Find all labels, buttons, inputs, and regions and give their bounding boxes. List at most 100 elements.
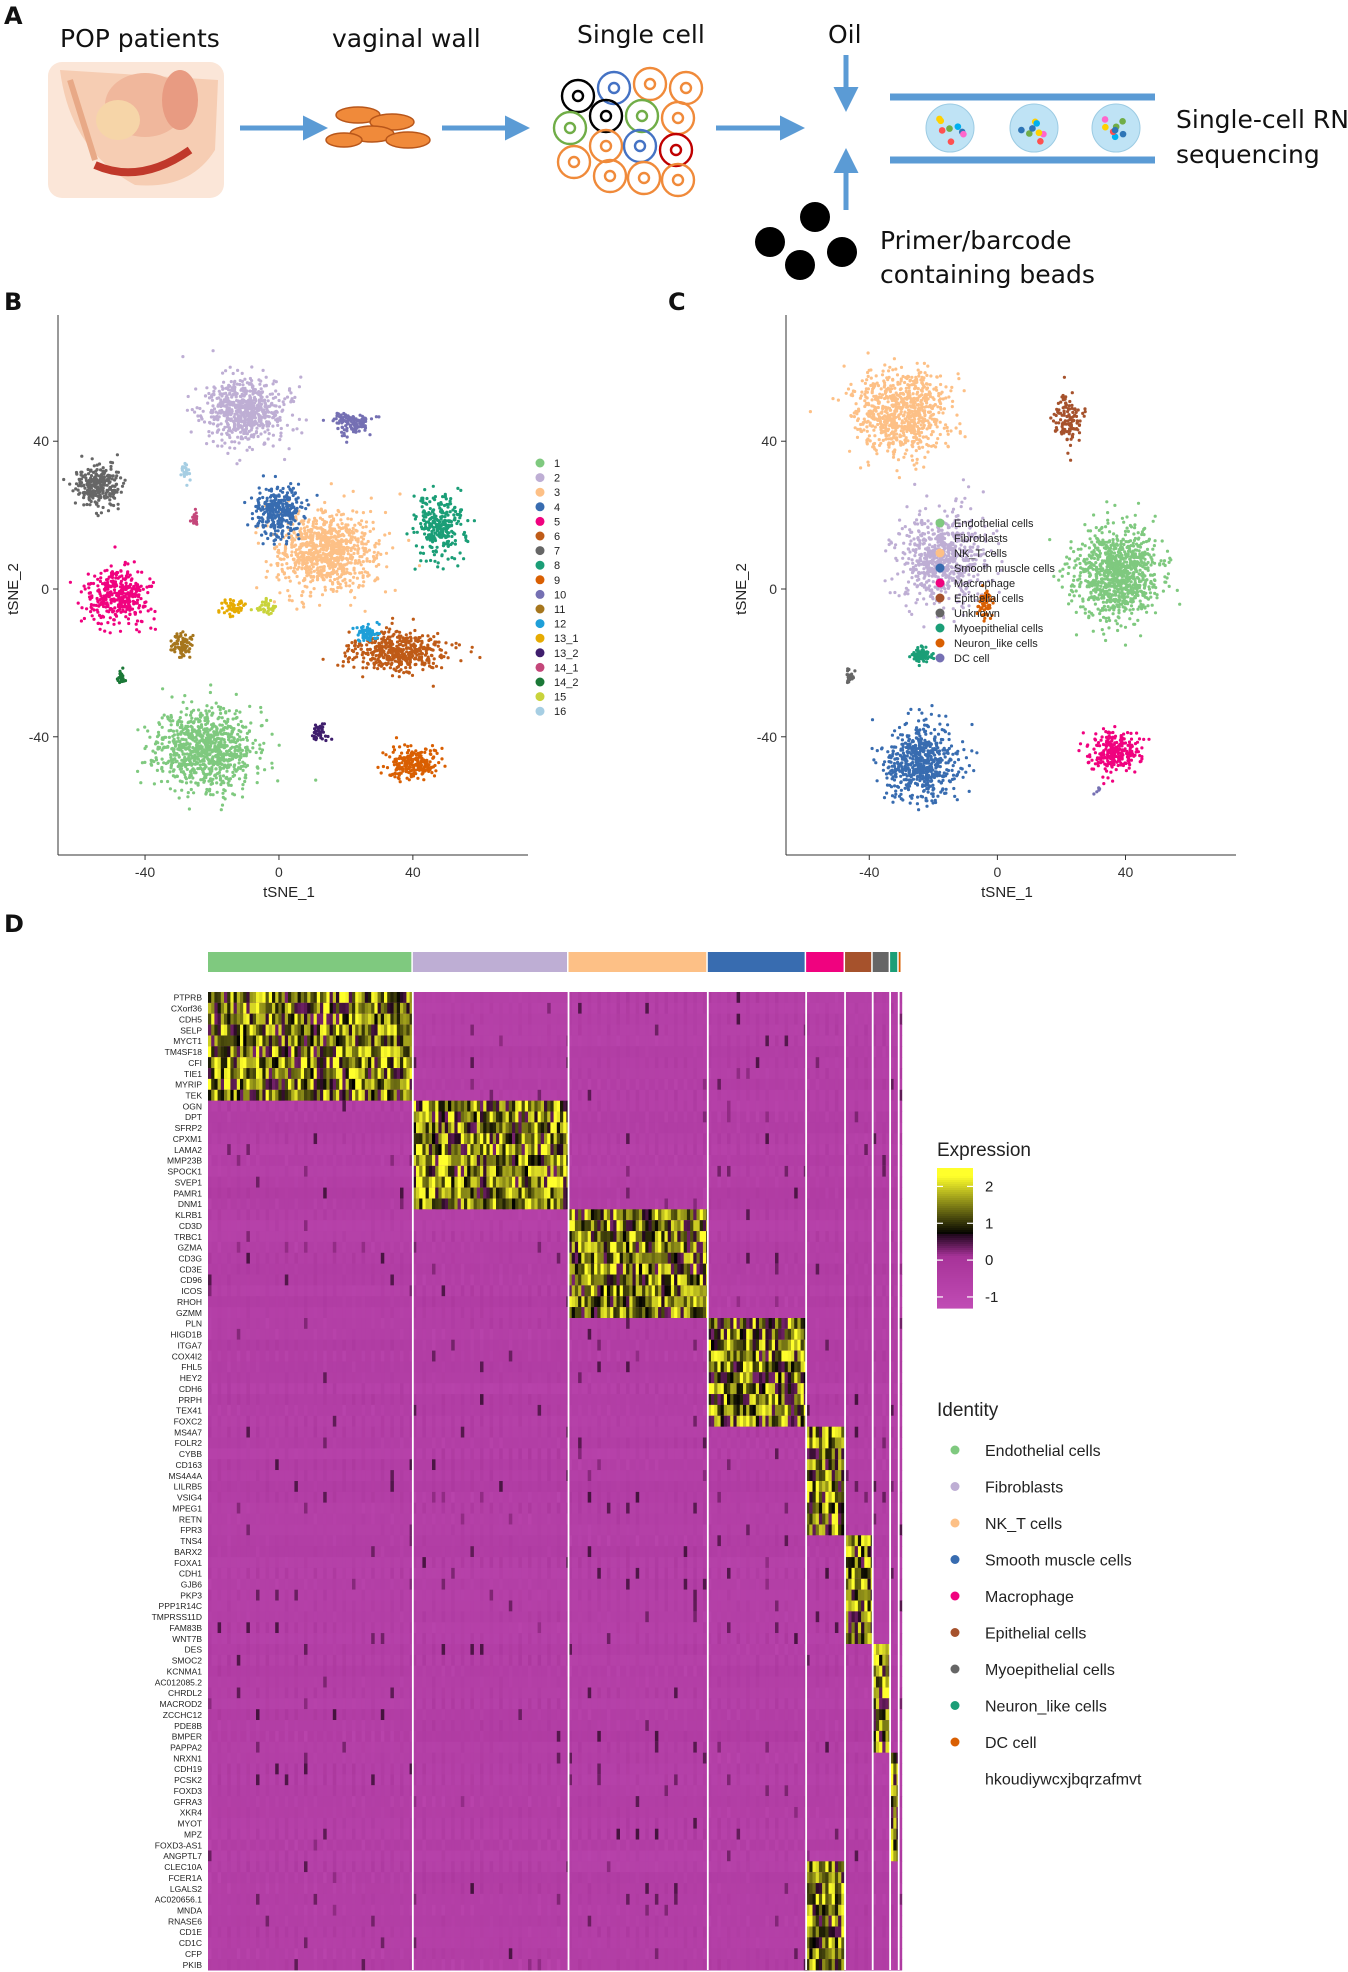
droplet-dot (960, 130, 967, 138)
gene-label: MMP23B (167, 1156, 202, 1166)
gene-label: ANGPTL7 (163, 1851, 202, 1861)
gene-label: MPZ (184, 1829, 202, 1839)
y-tick-label: -40 (757, 729, 777, 745)
gene-label: ICOS (181, 1286, 202, 1296)
x-axis-label: tSNE_1 (981, 884, 1033, 901)
cluster-1 (136, 683, 318, 812)
gene-label: GFRA3 (174, 1797, 203, 1807)
gene-label: VSIG4 (177, 1493, 202, 1503)
gene-label: DPT (185, 1112, 202, 1122)
gene-label: RHOH (177, 1297, 202, 1307)
cluster-dc-cell (1092, 786, 1102, 796)
gene-label: CFP (185, 1949, 202, 1959)
legend-label: Endothelial cells (954, 518, 1034, 530)
y-tick-label: 0 (769, 581, 777, 597)
droplet-dot (1119, 118, 1126, 125)
cluster-macrophage (1077, 725, 1151, 786)
legend-swatch (535, 589, 545, 599)
gene-label: LGALS2 (170, 1884, 202, 1894)
gene-label: CD1C (179, 1938, 202, 1948)
legend-swatch (935, 563, 945, 573)
gene-label: HIGD1B (170, 1330, 202, 1340)
gene-label: FPR3 (180, 1525, 202, 1535)
droplet-dot (938, 127, 946, 134)
cluster-2 (181, 349, 308, 466)
gene-label: KLRB1 (175, 1210, 202, 1220)
gene-label: CD3E (179, 1264, 202, 1274)
gene-label: FCER1A (168, 1873, 202, 1883)
gene-label: MPEG1 (172, 1503, 202, 1513)
droplet-dot (946, 125, 953, 132)
cluster-smooth-muscle-cells (870, 704, 979, 812)
gene-label: BARX2 (174, 1547, 202, 1557)
gene-label: LILRB5 (174, 1482, 203, 1492)
identity-bar-macrophage (806, 952, 844, 972)
panel-b-label: B (4, 288, 23, 316)
legend-swatch (935, 593, 945, 603)
droplet-dot (1029, 125, 1036, 132)
legend-label: Macrophage (954, 578, 1015, 590)
panel-c-label: C (668, 288, 686, 316)
droplet-dot (954, 123, 962, 130)
gene-label: CDH6 (179, 1384, 202, 1394)
gene-label: MYRIP (175, 1080, 202, 1090)
gene-label: FOXA1 (174, 1558, 202, 1568)
identity-legend-swatch (950, 1445, 960, 1455)
y-tick-label: 40 (761, 433, 777, 449)
legend-swatch (935, 653, 945, 663)
gene-label: CD3G (178, 1253, 202, 1263)
colorbar-tick-label: 1 (985, 1215, 993, 1232)
gene-label: HEY2 (180, 1373, 202, 1383)
colorbar (937, 1168, 973, 1309)
gene-label: FAM83B (169, 1623, 202, 1633)
legend-label: NK_T cells (954, 548, 1007, 560)
legend-label: 12 (554, 619, 566, 631)
gene-label: SELP (180, 1025, 202, 1035)
legend-swatch (535, 648, 545, 658)
legend-swatch (535, 692, 545, 702)
legend-swatch (935, 623, 945, 633)
legend-label: 5 (554, 516, 560, 528)
legend-swatch (935, 518, 945, 528)
gene-label: TM4SF18 (165, 1047, 203, 1057)
droplet-dot (1033, 120, 1041, 127)
gene-label: PAMR1 (173, 1188, 202, 1198)
y-tick-label: -40 (29, 729, 49, 745)
cluster-3 (254, 482, 422, 613)
identity-legend-label: DC cell (985, 1735, 1037, 1752)
identity-bar-epithelial-cells (845, 952, 872, 972)
droplet-dot (1101, 116, 1109, 123)
gene-label: TEX41 (176, 1406, 202, 1416)
y-tick-label: 40 (33, 433, 49, 449)
legend-label: Myoepithelial cells (954, 623, 1044, 635)
legend-swatch (535, 516, 545, 526)
gene-label: PRPH (178, 1395, 202, 1405)
step-beads-label-1: Primer/barcode (880, 226, 1072, 255)
gene-label: PPP1R14C (159, 1601, 202, 1611)
legend-label: 13_1 (554, 633, 578, 645)
gene-label: PTPRB (174, 993, 203, 1003)
y-tick-label: 0 (41, 581, 49, 597)
cluster-endothelial-cells (1048, 500, 1182, 647)
gene-label: CFI (188, 1058, 202, 1068)
droplet-dot (947, 138, 955, 145)
identity-bar-neuron_like-cells (890, 952, 898, 972)
identity-bar-endothelial-cells (208, 952, 412, 972)
workflow-illustration (48, 55, 1155, 280)
identity-legend-swatch (950, 1701, 960, 1710)
legend-swatch (535, 619, 545, 629)
cluster-neuron_like-cells (975, 584, 996, 623)
colorbar-tick-label: -1 (985, 1289, 998, 1306)
cluster-nk_t-cells (808, 351, 967, 480)
legend-label: Unknown (954, 608, 1000, 620)
gene-label: SPOCK1 (168, 1167, 203, 1177)
step-cells-label: Single cell (577, 20, 705, 49)
droplet-dot (1037, 137, 1044, 145)
gene-label: TIE1 (184, 1069, 202, 1079)
legend-swatch (535, 677, 545, 687)
droplet-dot (937, 117, 945, 125)
cluster-8 (405, 484, 476, 571)
y-axis-label: tSNE_2 (733, 563, 750, 615)
gene-label: MNDA (177, 1905, 202, 1915)
legend-swatch (535, 633, 545, 643)
